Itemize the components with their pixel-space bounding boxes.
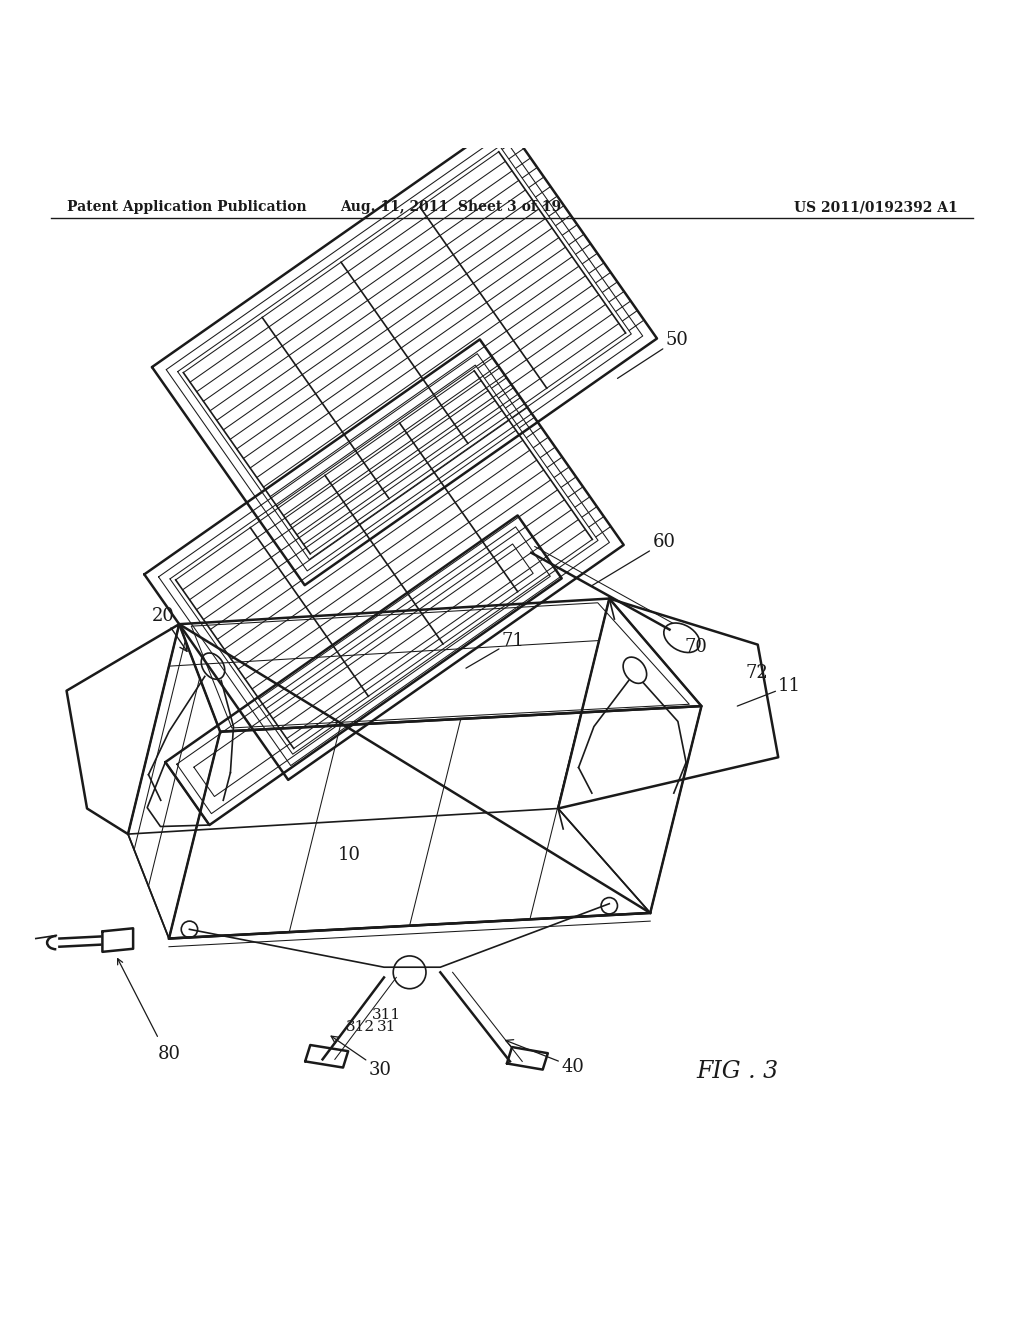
Text: 72: 72 — [745, 664, 768, 682]
Text: 30: 30 — [331, 1036, 391, 1078]
Text: 31: 31 — [377, 1020, 396, 1035]
Text: 71: 71 — [466, 632, 524, 668]
Text: 50: 50 — [617, 330, 688, 379]
Text: FIG . 3: FIG . 3 — [696, 1060, 778, 1084]
Text: Aug. 11, 2011  Sheet 3 of 19: Aug. 11, 2011 Sheet 3 of 19 — [340, 201, 561, 214]
Text: 11: 11 — [737, 677, 801, 706]
Text: 80: 80 — [158, 1045, 180, 1063]
Text: 311: 311 — [372, 1008, 400, 1022]
Text: 20: 20 — [152, 607, 187, 651]
Text: 70: 70 — [684, 638, 707, 656]
Text: Patent Application Publication: Patent Application Publication — [67, 201, 306, 214]
Text: 40: 40 — [506, 1040, 584, 1076]
Text: US 2011/0192392 A1: US 2011/0192392 A1 — [794, 201, 957, 214]
Text: 60: 60 — [591, 533, 675, 586]
Text: 10: 10 — [338, 846, 360, 863]
Text: 312: 312 — [346, 1020, 375, 1035]
